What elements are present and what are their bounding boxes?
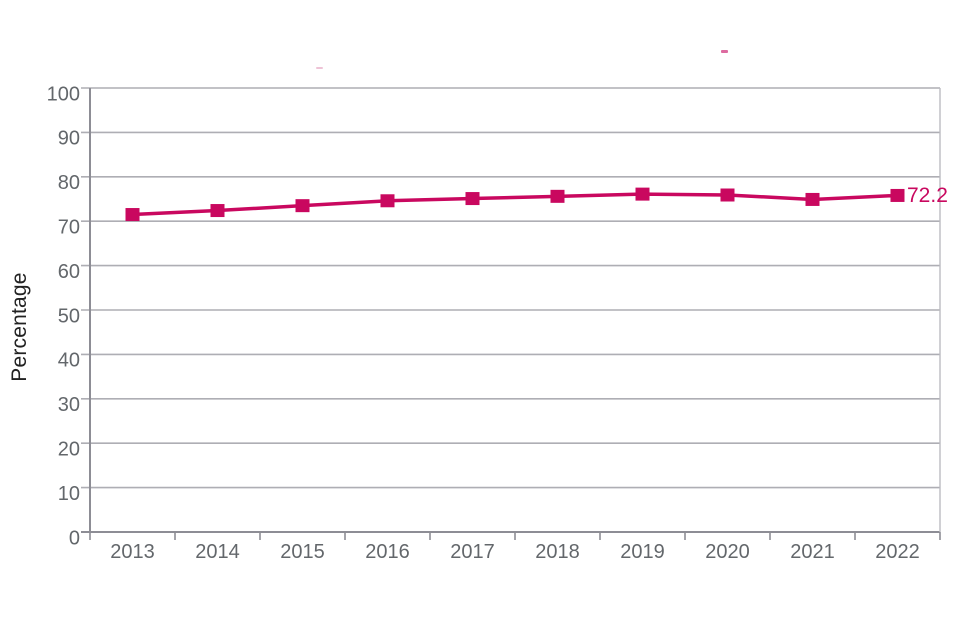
- y-tick-label: 100: [47, 83, 80, 105]
- y-axis-title: Percentage: [8, 272, 31, 382]
- x-tick-label: 2021: [790, 541, 835, 563]
- y-tick-label: 10: [58, 483, 80, 505]
- x-tick-label: 2020: [705, 541, 750, 563]
- x-tick-label: 2018: [535, 541, 580, 563]
- last-point-data-label: 72.2: [907, 184, 948, 207]
- data-point-marker: [890, 188, 905, 202]
- x-tick-label: 2013: [110, 541, 155, 563]
- x-tick-label: 2015: [280, 541, 325, 563]
- y-tick-label: 80: [58, 172, 80, 194]
- x-tick-label: 2016: [365, 541, 410, 563]
- data-point-marker: [295, 199, 310, 213]
- data-point-marker: [550, 189, 565, 203]
- data-point-marker: [210, 204, 225, 218]
- y-tick-label: 40: [58, 350, 80, 372]
- x-tick-label: 2019: [620, 541, 665, 563]
- data-point-marker: [805, 192, 820, 206]
- x-tick-label: 2022: [875, 541, 920, 563]
- x-tick-label: 2017: [450, 541, 495, 563]
- y-tick-label: 50: [58, 305, 80, 327]
- y-tick-label: 90: [58, 128, 80, 150]
- y-tick-label: 30: [58, 394, 80, 416]
- data-point-marker: [720, 188, 735, 202]
- data-point-marker: [635, 187, 650, 201]
- y-tick-label: 0: [69, 527, 80, 549]
- stray-pink-mark: [316, 67, 323, 69]
- y-tick-label: 60: [58, 261, 80, 283]
- data-point-marker: [465, 192, 480, 206]
- data-point-marker: [125, 208, 140, 222]
- y-tick-label: 20: [58, 438, 80, 460]
- y-tick-label: 70: [58, 216, 80, 238]
- stray-pink-mark: [721, 50, 728, 53]
- x-tick-label: 2014: [195, 541, 240, 563]
- data-line: [132, 192, 898, 217]
- data-point-marker: [380, 194, 395, 208]
